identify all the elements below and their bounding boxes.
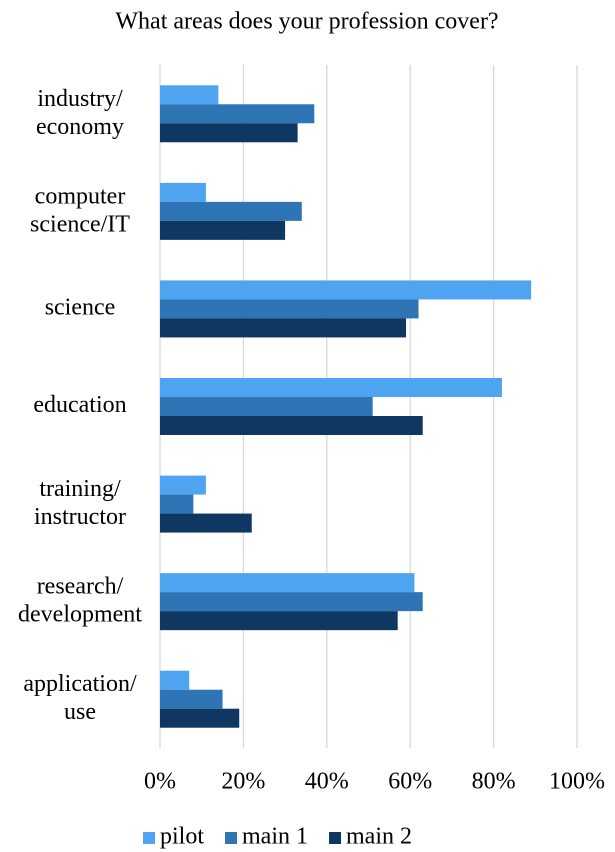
- bar: [160, 299, 419, 319]
- y-tick-label: science: [45, 294, 116, 320]
- bar: [160, 220, 286, 240]
- bar: [160, 573, 415, 593]
- x-tick-label: 20%: [221, 769, 265, 795]
- bar: [160, 280, 532, 300]
- x-tick-label: 40%: [305, 769, 349, 795]
- legend-swatch: [143, 832, 155, 844]
- y-tick-label: research/development: [18, 573, 142, 627]
- bar: [160, 494, 194, 514]
- bar: [160, 182, 206, 202]
- bar: [160, 513, 252, 533]
- chart-title: What areas does your profession cover?: [115, 9, 498, 35]
- x-tick-label: 60%: [388, 769, 432, 795]
- y-tick-label: application/use: [23, 671, 137, 725]
- x-tick-label: 80%: [472, 769, 516, 795]
- bar: [160, 592, 423, 612]
- y-tick-label: education: [33, 392, 126, 418]
- legend-label: pilot: [160, 824, 204, 850]
- legend-swatch: [225, 832, 238, 844]
- bar: [160, 475, 206, 495]
- legend-label: main 1: [242, 824, 308, 850]
- bar: [160, 201, 302, 221]
- bar: [160, 378, 502, 397]
- bar: [160, 416, 423, 435]
- bar: [160, 708, 240, 728]
- bar: [160, 318, 407, 338]
- bar: [160, 123, 298, 143]
- y-tick-label: training/instructor: [34, 476, 126, 530]
- legend-swatch: [329, 832, 342, 844]
- bar: [160, 611, 398, 631]
- bar: [160, 670, 190, 690]
- bar: [160, 85, 219, 105]
- legend-label: main 2: [346, 824, 412, 850]
- x-tick-label: 100%: [549, 769, 605, 795]
- y-tick-label: industry/economy: [36, 85, 124, 139]
- bar: [160, 104, 315, 124]
- bar: [160, 689, 223, 709]
- bar: [160, 397, 373, 416]
- y-tick-label: computer science/IT: [30, 183, 130, 237]
- x-tick-label: 0%: [144, 769, 176, 795]
